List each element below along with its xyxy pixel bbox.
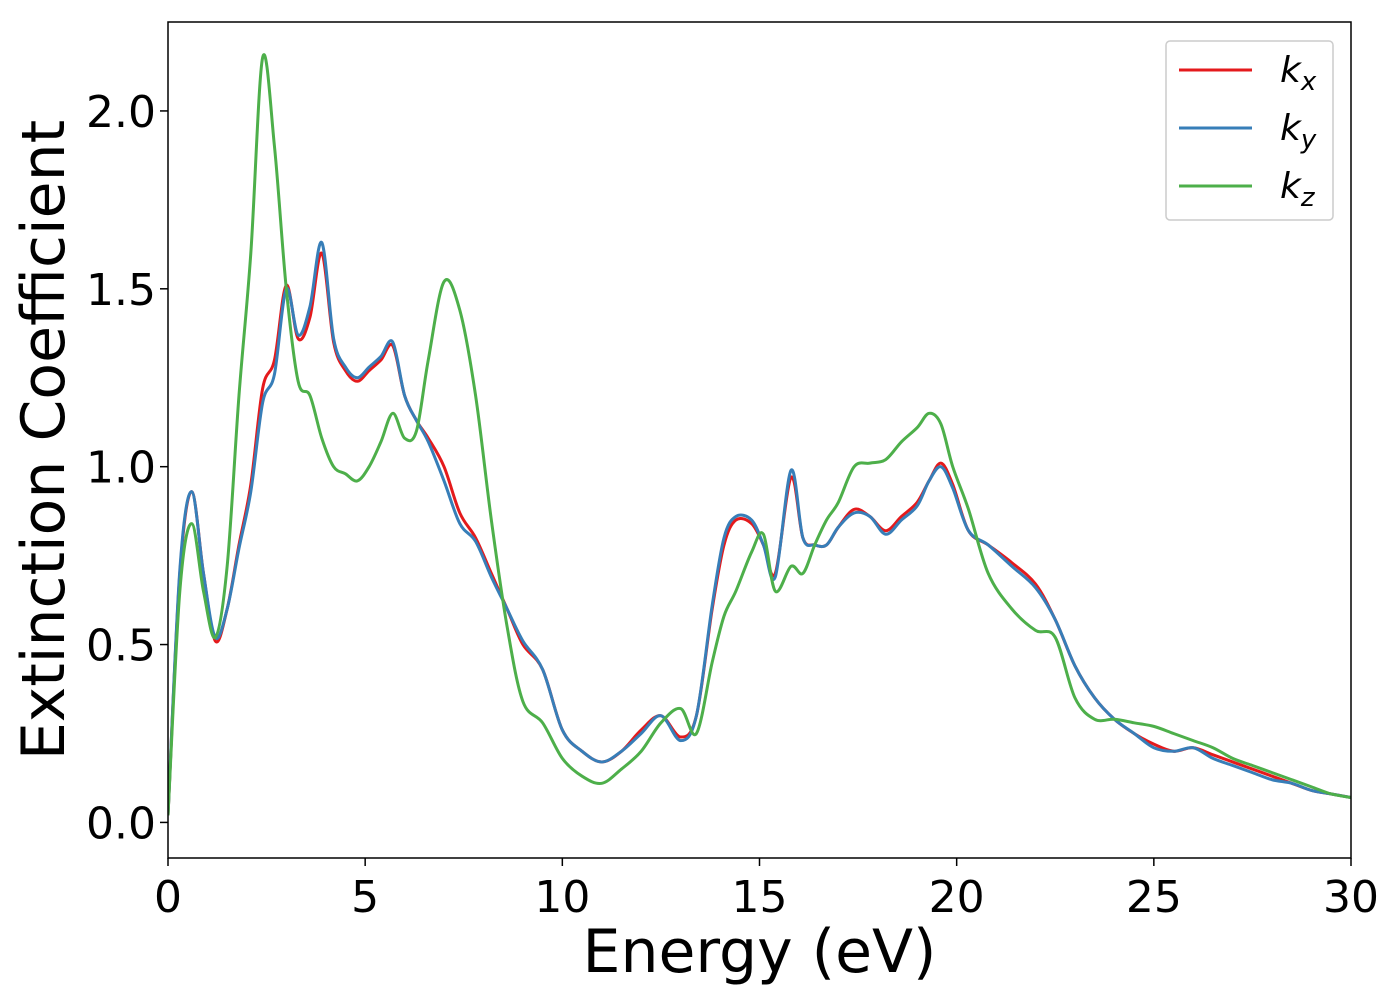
y-axis-label: Extinction Coefficient: [9, 120, 79, 760]
legend-label-main: k: [1280, 50, 1303, 91]
y-tick-label: 0.0: [86, 798, 156, 849]
x-tick-label: 10: [534, 872, 590, 923]
legend-label-main: k: [1280, 108, 1303, 149]
x-tick-label: 20: [929, 872, 985, 923]
legend-label-x: kx: [1280, 50, 1317, 97]
series-layer: [168, 53, 1351, 816]
x-axis: 0 5 10 15 20 25 30: [154, 858, 1379, 923]
legend-label-sub: y: [1300, 125, 1317, 155]
y-axis: 0.0 0.5 1.0 1.5 2.0: [86, 87, 168, 849]
legend-box: [1165, 40, 1334, 221]
x-tick-label: 30: [1323, 872, 1379, 923]
legend-label-y: ky: [1280, 108, 1317, 155]
y-tick-label: 1.0: [86, 443, 156, 494]
series-line-y: [168, 241, 1351, 816]
y-tick-label: 2.0: [86, 87, 156, 138]
y-tick-label: 0.5: [86, 621, 156, 672]
legend-label-sub: z: [1300, 183, 1316, 213]
x-axis-label: Energy (eV): [583, 917, 937, 987]
x-tick-label: 25: [1126, 872, 1182, 923]
legend-label-sub: x: [1300, 67, 1317, 97]
legend-label-main: k: [1280, 166, 1303, 207]
x-tick-label: 0: [154, 872, 182, 923]
x-tick-label: 5: [351, 872, 379, 923]
series-line-z: [168, 53, 1351, 816]
legend-label-z: kz: [1280, 166, 1316, 213]
y-tick-label: 1.5: [86, 265, 156, 316]
x-tick-label: 15: [732, 872, 788, 923]
